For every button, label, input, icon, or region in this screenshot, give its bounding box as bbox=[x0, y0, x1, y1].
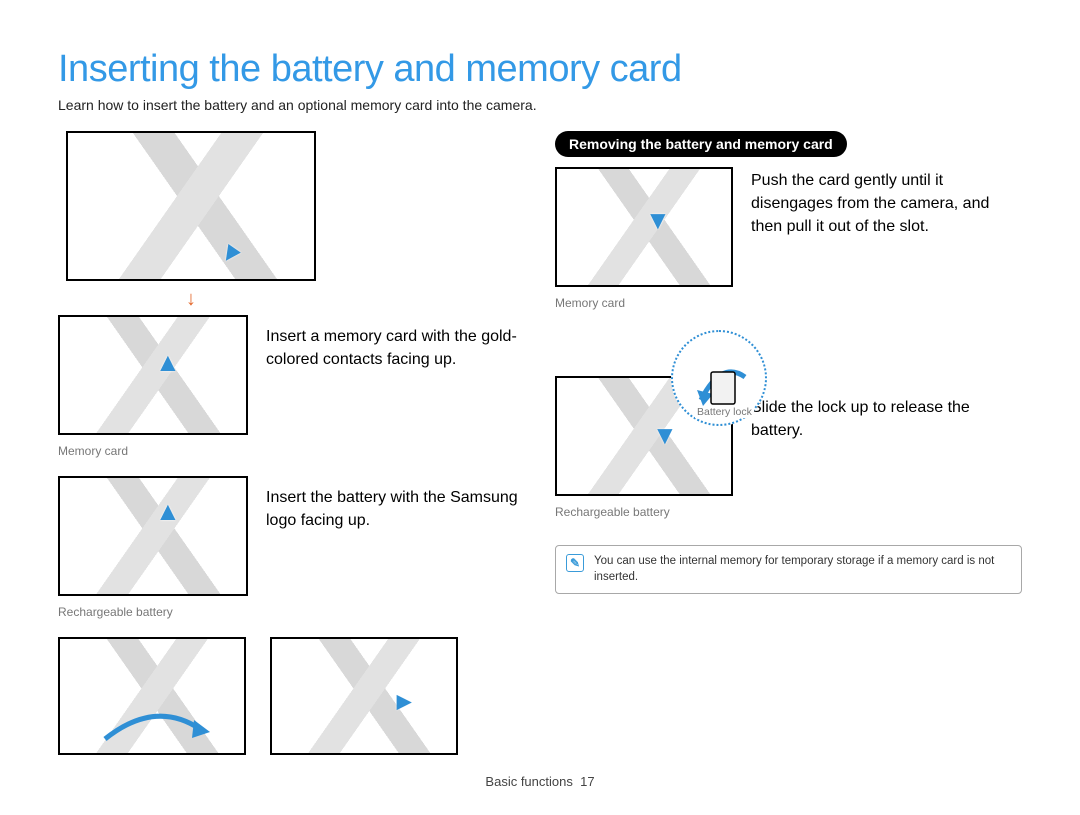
down-arrow-icon: ↓ bbox=[66, 288, 316, 311]
remove-battery-text: Slide the lock up to release the battery… bbox=[751, 338, 1022, 442]
removing-heading-pill: Removing the battery and memory card bbox=[555, 131, 847, 157]
remove-memory-card-text: Push the card gently until it disengages… bbox=[751, 167, 1022, 239]
page-subtitle: Learn how to insert the battery and an o… bbox=[58, 97, 1022, 113]
arrow-up-icon: ▲ bbox=[155, 496, 181, 527]
insert-memory-card-text: Insert a memory card with the gold-color… bbox=[266, 315, 525, 371]
remove-memory-card-step: ▼ Memory card Push the card gently until… bbox=[555, 167, 1022, 322]
battery-caption: Rechargeable battery bbox=[58, 605, 248, 619]
battery-lock-label: Battery lock bbox=[695, 406, 754, 418]
figure-camera-overview: ▼ bbox=[66, 131, 316, 281]
memory-card-caption: Memory card bbox=[555, 296, 733, 310]
figure-insert-battery: ▲ bbox=[58, 476, 248, 596]
insert-memory-card-step: ▲ Memory card Insert a memory card with … bbox=[58, 315, 525, 470]
remove-battery-step: ▼ Battery lock Rechargeable battery Slid… bbox=[555, 338, 1022, 531]
content-columns: ▼ ↓ ▲ Memory card Insert a memory card w… bbox=[58, 131, 1022, 755]
arrow-down-icon: ▼ bbox=[645, 205, 671, 236]
note-icon: ✎ bbox=[566, 554, 584, 572]
note-text: You can use the internal memory for temp… bbox=[594, 554, 1011, 585]
figure-remove-memory-card: ▼ bbox=[555, 167, 733, 287]
insert-battery-step: ▲ Rechargeable battery Insert the batter… bbox=[58, 476, 525, 631]
left-column: ▼ ↓ ▲ Memory card Insert a memory card w… bbox=[58, 131, 525, 755]
arrow-indicator-icon: ▼ bbox=[211, 233, 250, 273]
insert-battery-text: Insert the battery with the Samsung logo… bbox=[266, 476, 525, 532]
page-title: Inserting the battery and memory card bbox=[58, 48, 1022, 91]
arrow-right-icon: ▼ bbox=[387, 690, 418, 716]
close-cover-pair: ▼ bbox=[58, 637, 525, 755]
right-column: Removing the battery and memory card ▼ M… bbox=[555, 131, 1022, 755]
memory-card-caption: Memory card bbox=[58, 444, 248, 458]
footer-page-number: 17 bbox=[580, 774, 594, 789]
note-box: ✎ You can use the internal memory for te… bbox=[555, 545, 1022, 594]
figure-close-cover-swing bbox=[58, 637, 246, 755]
battery-caption: Rechargeable battery bbox=[555, 505, 733, 519]
page-footer: Basic functions 17 bbox=[0, 774, 1080, 789]
figure-insert-memory-card: ▲ bbox=[58, 315, 248, 435]
footer-section: Basic functions bbox=[485, 774, 572, 789]
arrow-up-icon: ▲ bbox=[155, 347, 181, 378]
figure-close-cover-slide: ▼ bbox=[270, 637, 458, 755]
battery-lock-callout-circle: Battery lock bbox=[671, 330, 767, 426]
